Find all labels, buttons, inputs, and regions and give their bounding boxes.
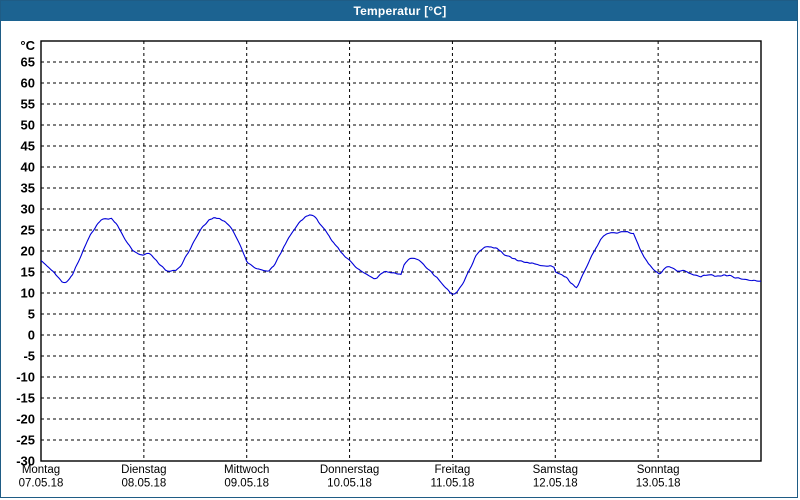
svg-text:45: 45	[21, 139, 35, 154]
svg-text:Freitag: Freitag	[435, 464, 471, 476]
svg-text:40: 40	[21, 160, 35, 175]
svg-text:25: 25	[21, 223, 35, 238]
svg-text:Mittwoch: Mittwoch	[224, 464, 269, 476]
svg-text:°C: °C	[20, 38, 35, 53]
svg-text:15: 15	[21, 265, 35, 280]
svg-text:10.05.18: 10.05.18	[327, 478, 372, 490]
svg-text:55: 55	[21, 97, 35, 112]
svg-text:65: 65	[21, 55, 35, 70]
svg-text:10: 10	[21, 286, 35, 301]
svg-text:07.05.18: 07.05.18	[19, 478, 64, 490]
svg-text:-15: -15	[16, 391, 35, 406]
svg-text:-25: -25	[16, 433, 35, 448]
svg-text:-5: -5	[23, 349, 35, 364]
svg-text:50: 50	[21, 118, 35, 133]
svg-text:0: 0	[28, 328, 35, 343]
svg-text:Donnerstag: Donnerstag	[320, 464, 379, 476]
svg-text:09.05.18: 09.05.18	[224, 478, 269, 490]
svg-text:-20: -20	[16, 412, 35, 427]
svg-text:12.05.18: 12.05.18	[533, 478, 578, 490]
svg-text:35: 35	[21, 181, 35, 196]
svg-text:Dienstag: Dienstag	[121, 464, 166, 476]
svg-text:30: 30	[21, 202, 35, 217]
svg-text:20: 20	[21, 244, 35, 259]
svg-text:13.05.18: 13.05.18	[636, 478, 681, 490]
svg-text:Sonntag: Sonntag	[637, 464, 680, 476]
svg-text:Montag: Montag	[22, 464, 60, 476]
svg-text:11.05.18: 11.05.18	[430, 478, 474, 490]
svg-text:08.05.18: 08.05.18	[121, 478, 166, 490]
svg-text:60: 60	[21, 76, 35, 91]
svg-text:5: 5	[28, 307, 35, 322]
svg-text:-10: -10	[16, 370, 35, 385]
svg-text:Samstag: Samstag	[533, 464, 578, 476]
